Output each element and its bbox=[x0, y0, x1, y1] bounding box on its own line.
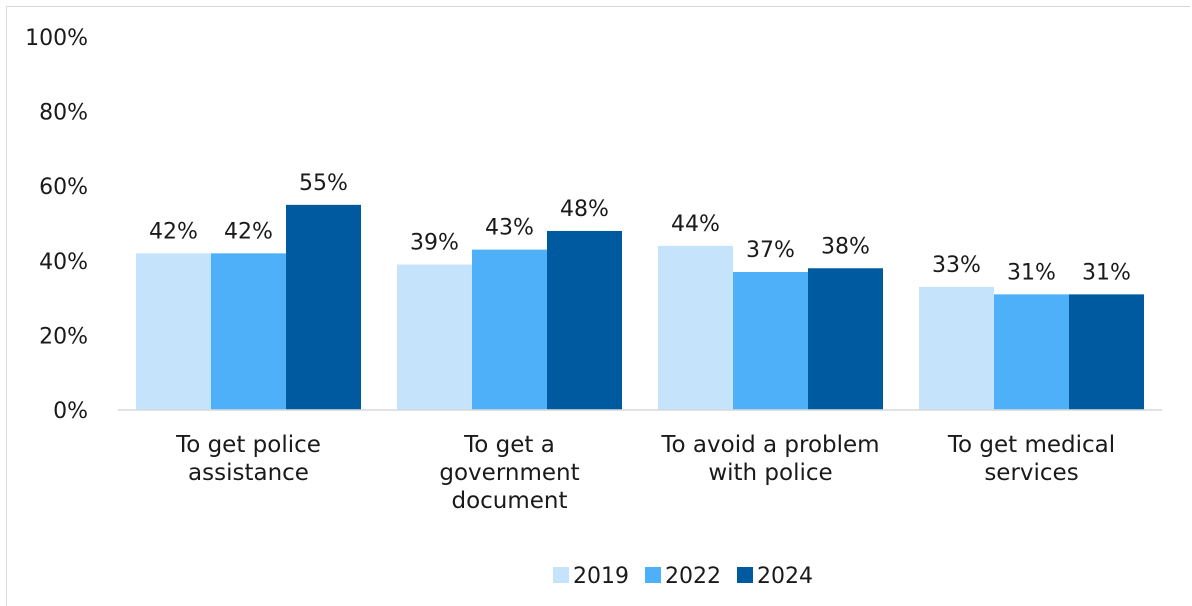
x-tick-label: document bbox=[451, 488, 567, 514]
legend-label: 2019 bbox=[573, 564, 629, 589]
y-axis: 0% 20% 40% 60% 80% 100% bbox=[25, 26, 88, 424]
bar-2022-3 bbox=[733, 271, 808, 410]
data-label: 31% bbox=[1007, 260, 1056, 285]
y-tick-label: 0% bbox=[53, 399, 88, 424]
bar-2022-4 bbox=[994, 294, 1069, 410]
bars bbox=[136, 204, 1144, 410]
bar-2024-3 bbox=[808, 268, 883, 410]
legend-label: 2022 bbox=[665, 564, 721, 589]
data-label: 43% bbox=[485, 216, 534, 241]
data-label: 42% bbox=[149, 219, 198, 244]
legend-swatch-2024 bbox=[737, 567, 753, 583]
y-tick-label: 80% bbox=[39, 101, 88, 126]
x-tick-label: To get medical bbox=[947, 432, 1115, 458]
data-label: 48% bbox=[560, 197, 609, 222]
bar-2024-2 bbox=[547, 230, 622, 410]
data-label: 37% bbox=[746, 238, 795, 263]
y-tick-label: 60% bbox=[39, 175, 88, 200]
chart-frame bbox=[6, 6, 1190, 606]
bar-2019-2 bbox=[397, 264, 472, 410]
x-tick-label: To avoid a problem bbox=[660, 432, 879, 458]
bar-2024-1 bbox=[286, 204, 361, 410]
data-label: 38% bbox=[821, 234, 870, 259]
bar-2022-1 bbox=[211, 253, 286, 410]
bar-2019-1 bbox=[136, 253, 211, 410]
legend-label: 2024 bbox=[757, 564, 813, 589]
data-label: 31% bbox=[1082, 260, 1131, 285]
data-label: 44% bbox=[671, 212, 720, 237]
legend-swatch-2019 bbox=[553, 567, 569, 583]
data-labels: 42% 42% 55% 39% 43% 48% 44% 37% 38% 33% 31% 31% bbox=[149, 171, 1131, 286]
bar-2019-3 bbox=[658, 245, 733, 410]
x-tick-label: with police bbox=[708, 460, 832, 486]
data-label: 42% bbox=[224, 219, 273, 244]
x-tick-label: services bbox=[984, 460, 1078, 486]
bar-2019-4 bbox=[919, 286, 994, 410]
x-tick-label: To get a bbox=[463, 432, 555, 458]
data-label: 39% bbox=[410, 231, 459, 256]
x-tick-label: assistance bbox=[188, 460, 309, 486]
data-label: 55% bbox=[299, 171, 348, 196]
legend: 2019 2022 2024 bbox=[553, 564, 813, 589]
bar-2024-4 bbox=[1069, 294, 1144, 410]
bar-2022-2 bbox=[472, 249, 547, 410]
y-tick-label: 40% bbox=[39, 250, 88, 275]
x-tick-label: To get police bbox=[175, 432, 321, 458]
y-tick-label: 20% bbox=[39, 324, 88, 349]
x-tick-label: government bbox=[439, 460, 579, 486]
legend-swatch-2022 bbox=[645, 567, 661, 583]
y-tick-label: 100% bbox=[25, 26, 88, 51]
data-label: 33% bbox=[932, 253, 981, 278]
